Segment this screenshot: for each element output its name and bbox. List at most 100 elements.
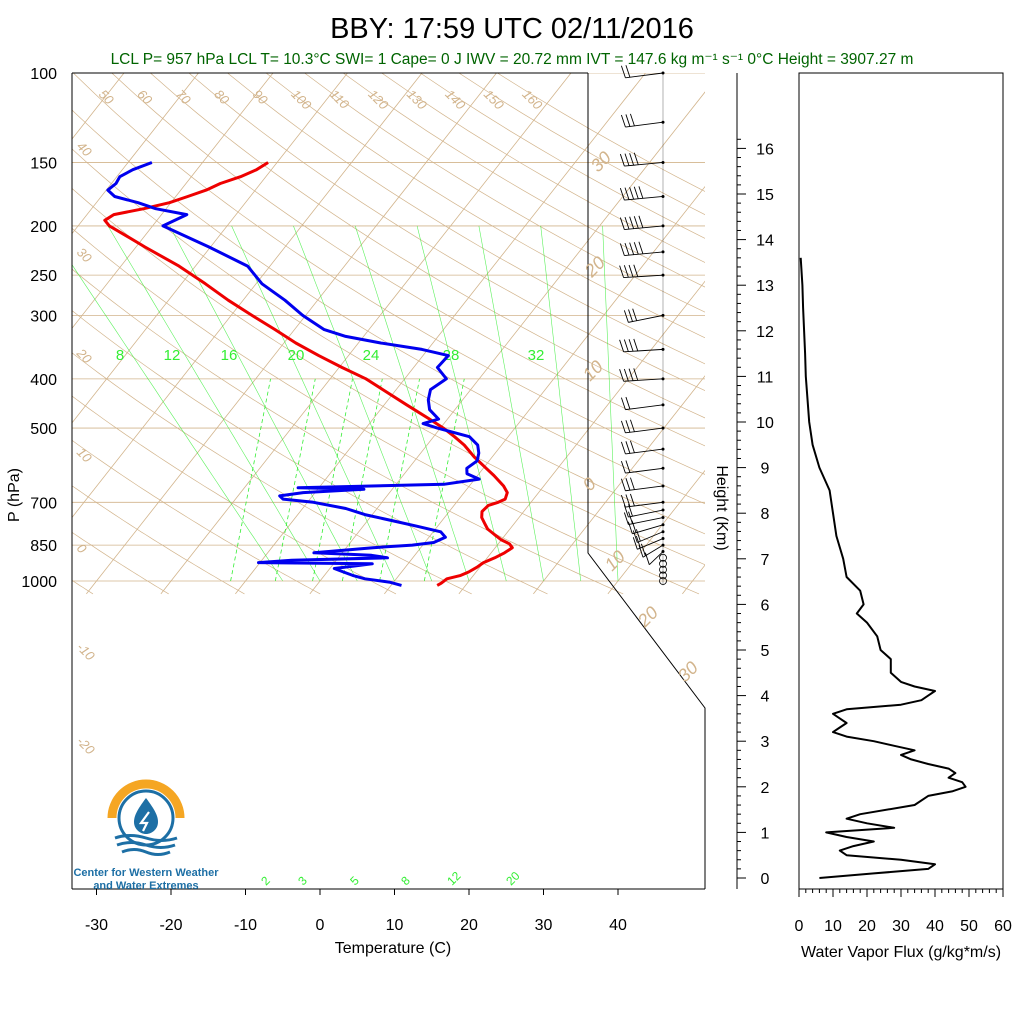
- wind-barb-flag: [626, 397, 630, 409]
- mixing-ratio-bottom-label: 2: [258, 873, 273, 888]
- water-drop-icon: [112, 784, 180, 854]
- right-edge-label: 30: [587, 148, 615, 176]
- height-tick-label: 13: [756, 278, 774, 295]
- moist-adiabat-line: [541, 226, 581, 581]
- cw3e-logo: Center for Western Weather and Water Ext…: [73, 784, 219, 892]
- wind-barb-flag: [620, 369, 624, 381]
- flux-tick-label: 30: [892, 918, 910, 935]
- wind-barb-flag: [633, 309, 637, 321]
- wind-barb-shaft: [625, 486, 663, 491]
- skew-t-grid: [0, 62, 1024, 594]
- dry-adiabat-label: 100: [288, 87, 314, 113]
- mixing-ratio-bottom-label: 8: [398, 873, 413, 888]
- height-tick-label: 8: [761, 506, 770, 523]
- dry-adiabat-line: [112, 73, 1024, 594]
- pressure-tick-label: 300: [30, 308, 57, 325]
- isotherm-line: [682, 62, 1024, 594]
- temperature-tick-label: -10: [234, 917, 257, 934]
- height-tick-label: 0: [761, 871, 770, 888]
- right-edge-label: 10: [579, 357, 607, 385]
- wind-barb-flag: [620, 218, 624, 230]
- logo-name-line2: and Water Extremes: [93, 880, 198, 892]
- wind-barb-shaft: [624, 196, 663, 200]
- wind-barb-shaft: [628, 518, 663, 525]
- isotherm-line: [0, 62, 282, 594]
- temperature-tick-label: 40: [609, 917, 627, 934]
- temperature-tick-label: -20: [159, 917, 182, 934]
- pressure-tick-label: 700: [30, 495, 57, 512]
- isotherm-line: [0, 62, 356, 594]
- wind-barb-flag: [626, 478, 630, 490]
- dry-adiabat-label: 110: [327, 87, 353, 113]
- wind-barb-shaft: [624, 252, 663, 256]
- wind-barb-shaft: [625, 428, 663, 433]
- moist-adiabat-line: [417, 226, 506, 581]
- wind-barb-flag: [630, 153, 634, 165]
- mixing-ratio-top-label: 8: [116, 347, 124, 364]
- wind-barb-flag: [630, 217, 634, 229]
- wind-barb-shaft: [649, 552, 663, 565]
- wind-barb-shaft: [624, 349, 663, 351]
- wind-barb-flag: [634, 339, 638, 351]
- wind-barb-flag: [620, 266, 624, 278]
- flux-frame: [799, 73, 1003, 889]
- flux-x-axis-label: Water Vapor Flux (g/kg*m/s): [801, 944, 1001, 961]
- wind-barb-flag: [630, 478, 634, 490]
- wind-barb-flag: [636, 529, 640, 541]
- wind-barbs: [620, 65, 667, 585]
- wind-barb-flag: [630, 494, 634, 506]
- right-edge-label: 0: [579, 474, 600, 495]
- height-tick-label: 11: [757, 369, 774, 386]
- height-axis-label: Height (Km): [713, 465, 730, 550]
- y-axis-label: P (hPa): [6, 468, 23, 522]
- wind-barb-flag: [626, 114, 630, 126]
- water-vapor-flux-trace: [801, 258, 966, 878]
- dry-adiabat-label: 90: [250, 87, 271, 108]
- height-tick-label: 3: [761, 734, 770, 751]
- flux-traces: [801, 258, 966, 878]
- dry-adiabat-line: [382, 73, 1024, 594]
- wind-barb-flag: [621, 115, 625, 127]
- wind-barb-flag: [634, 187, 638, 199]
- pressure-tick-label: 150: [30, 155, 57, 172]
- height-tick-label: 5: [761, 643, 770, 660]
- mixing-ratio-top-label: 32: [528, 347, 545, 364]
- wind-barb-shaft: [628, 510, 663, 517]
- wind-barb-flag: [630, 243, 634, 255]
- wind-barb-flag: [630, 441, 634, 453]
- height-tick-label: 7: [761, 552, 770, 569]
- wind-barb-flag: [626, 441, 630, 453]
- dry-adiabat-label: 120: [365, 87, 391, 113]
- moist-adiabat-label: -10: [74, 640, 98, 664]
- wind-barb-flag: [630, 114, 634, 126]
- height-tick-label: 14: [756, 233, 774, 250]
- mixing-ratio-top-label: 12: [164, 347, 181, 364]
- wind-barb-flag: [620, 154, 624, 166]
- pressure-tick-label: 400: [30, 372, 57, 389]
- wind-barb-flag: [632, 521, 636, 533]
- wind-barb-flag: [639, 242, 643, 254]
- mixing-ratio-bottom-label: 20: [503, 869, 523, 889]
- moist-adiabat-line: [603, 226, 618, 581]
- dry-adiabat-line: [0, 73, 245, 594]
- pressure-tick-label: 500: [30, 421, 57, 438]
- dry-adiabat-line: [266, 73, 1024, 594]
- wind-barb-shaft: [625, 73, 663, 78]
- flux-tick-label: 20: [858, 918, 876, 935]
- sounding-stats-line: LCL P= 957 hPa LCL T= 10.3°C SWI= 1 Cape…: [111, 51, 914, 68]
- wind-barb-flag: [625, 154, 629, 166]
- logo-name-line1: Center for Western Weather: [73, 867, 219, 879]
- wind-barb-shaft: [628, 315, 663, 322]
- moist-adiabat-label: 30: [74, 245, 95, 266]
- wind-barb-flag: [621, 421, 625, 433]
- mixing-ratio-bottom-label: 5: [347, 873, 362, 888]
- right-edge-label: 10: [601, 547, 629, 575]
- dry-adiabat-label: 80: [211, 87, 232, 108]
- dry-adiabat-label: 60: [134, 87, 155, 108]
- moist-adiabat-line: [293, 226, 431, 581]
- flux-tick-label: 0: [795, 918, 804, 935]
- wind-barb-flag: [624, 310, 628, 322]
- wind-barb-flag: [626, 420, 630, 432]
- wind-barb-flag: [629, 339, 633, 351]
